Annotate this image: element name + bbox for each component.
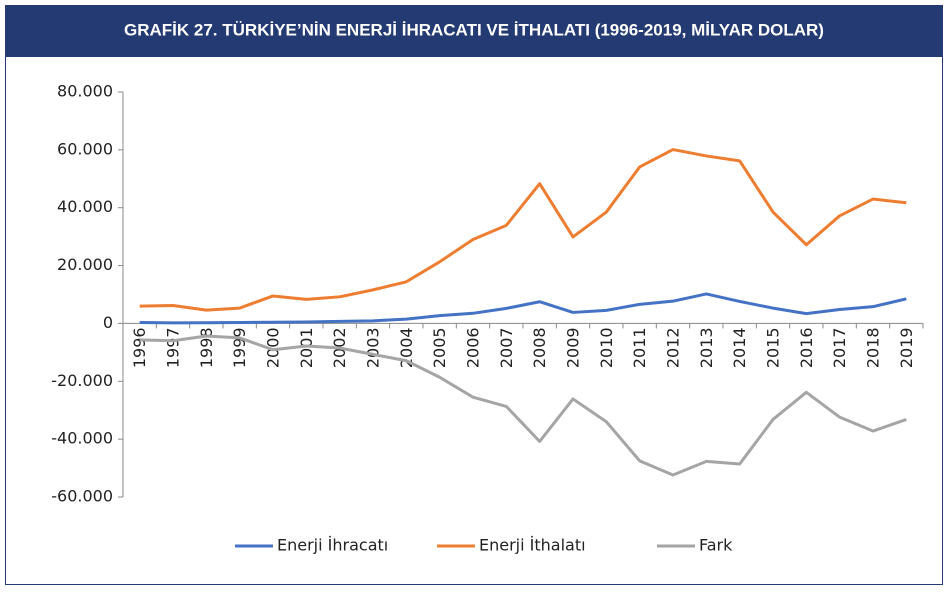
frame: [5, 5, 943, 585]
y-tick-label: 40.000: [57, 197, 113, 216]
x-tick-label: 1999: [230, 327, 249, 368]
x-tick-label: 2013: [697, 327, 716, 368]
x-tick-label: 2015: [764, 327, 783, 368]
x-tick-label: 2008: [530, 327, 549, 368]
y-tick-label: -60.000: [51, 487, 113, 506]
legend-label: Fark: [699, 536, 733, 555]
x-tick-label: 2012: [664, 327, 683, 368]
y-tick-label: -20.000: [51, 371, 113, 390]
x-tick-label: 1998: [197, 327, 216, 368]
x-tick-label: 2000: [264, 327, 283, 368]
x-tick-label: 2009: [564, 327, 583, 368]
legend-label: Enerji İthalatı: [479, 536, 586, 555]
x-tick-label: 2005: [430, 327, 449, 368]
x-tick-label: 2010: [597, 327, 616, 368]
y-tick-label: -40.000: [51, 429, 113, 448]
header-bar: [5, 5, 943, 57]
x-tick-label: 2004: [397, 327, 416, 368]
x-tick-label: 1997: [164, 327, 183, 368]
chart-title: GRAFİK 27. TÜRKİYE’NİN ENERJİ İHRACATI V…: [124, 20, 824, 39]
x-tick-label: 2017: [830, 327, 849, 368]
x-tick-label: 2011: [630, 327, 649, 368]
legend-label: Enerji İhracatı: [277, 536, 388, 555]
y-tick-label: 20.000: [57, 255, 113, 274]
series-line: [139, 334, 907, 477]
x-tick-label: 2003: [364, 327, 383, 368]
y-tick-label: 80.000: [57, 82, 113, 101]
x-tick-label: 2016: [797, 327, 816, 368]
x-tick-label: 1996: [130, 327, 149, 368]
x-tick-label: 2007: [497, 327, 516, 368]
x-tick-label: 2014: [730, 327, 749, 368]
y-tick-label: 60.000: [57, 139, 113, 158]
x-tick-label: 2001: [297, 327, 316, 368]
x-tick-label: 2018: [864, 327, 883, 368]
x-tick-label: 2006: [464, 327, 483, 368]
y-tick-label: 0: [103, 313, 113, 332]
x-tick-label: 2019: [897, 327, 916, 368]
series-line: [139, 292, 907, 325]
series-line: [139, 148, 907, 312]
